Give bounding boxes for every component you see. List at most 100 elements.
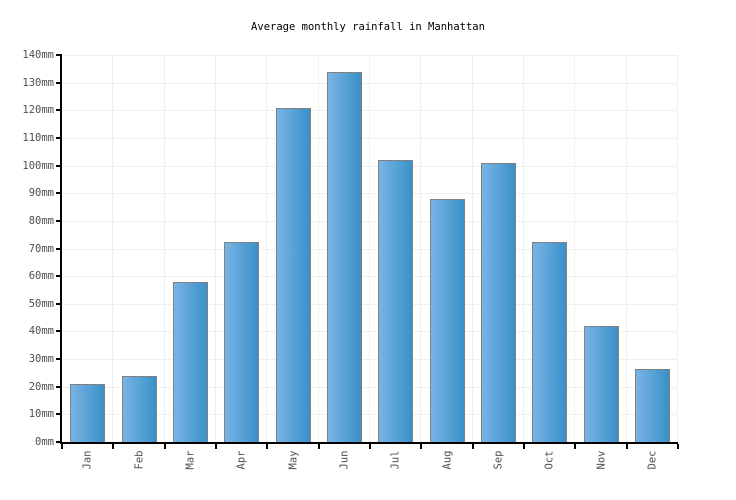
bar-oct	[532, 241, 568, 442]
y-axis-tick	[56, 275, 62, 278]
x-axis-label-text: Mar	[184, 450, 197, 470]
gridline-vertical	[574, 55, 576, 442]
y-axis-tick-label: 10mm	[28, 408, 54, 421]
y-axis-tick	[56, 302, 62, 305]
bar-feb	[121, 375, 157, 442]
gridline-vertical	[677, 55, 678, 442]
y-axis-tick	[56, 219, 62, 222]
y-axis-tick	[56, 385, 62, 388]
gridline-horizontal	[62, 331, 678, 333]
gridline-horizontal	[62, 359, 678, 361]
x-axis-tick	[112, 444, 115, 449]
y-axis-tick	[56, 136, 62, 139]
x-axis-label-text: Jan	[81, 450, 94, 470]
y-axis-tick-label: 120mm	[22, 104, 54, 117]
bar-aug	[429, 198, 465, 442]
x-axis-label-text: Jul	[389, 450, 402, 470]
gridline-vertical	[625, 55, 627, 442]
x-axis-label-dec: Dec	[632, 440, 672, 480]
x-axis-tick	[471, 444, 474, 449]
bar-apr	[224, 241, 260, 442]
x-axis-tick	[677, 444, 679, 449]
bar-may	[275, 107, 311, 442]
gridline-horizontal	[62, 165, 678, 167]
gridline-vertical	[163, 55, 165, 442]
y-axis-tick	[56, 358, 62, 361]
y-axis-tick	[56, 54, 62, 56]
bar-jul	[378, 160, 414, 442]
x-axis-tick	[420, 444, 423, 449]
gridline-horizontal	[62, 220, 678, 222]
y-axis-tick-label: 140mm	[22, 49, 54, 61]
gridline-horizontal	[62, 137, 678, 139]
x-axis-label-nov: Nov	[581, 440, 621, 480]
y-axis-tick	[56, 192, 62, 195]
bar-dec	[634, 368, 670, 442]
bar-sep	[480, 162, 516, 442]
y-axis-tick	[56, 109, 62, 112]
x-axis-label-oct: Oct	[530, 440, 570, 480]
y-axis-tick-label: 20mm	[28, 380, 54, 393]
x-axis-tick	[266, 444, 269, 449]
gridline-vertical	[215, 55, 216, 442]
x-axis-tick	[369, 444, 371, 449]
x-axis-tick	[523, 444, 525, 449]
y-axis-tick	[56, 441, 62, 443]
x-axis-label-may: May	[273, 440, 313, 480]
y-axis-tick	[56, 164, 62, 167]
x-axis-tick	[574, 444, 577, 449]
gridline-horizontal	[62, 276, 678, 278]
gridline-horizontal	[62, 110, 678, 112]
gridline-horizontal	[62, 386, 678, 388]
x-axis-label-jan: Jan	[68, 440, 108, 480]
gridline-vertical	[112, 55, 114, 442]
gridline-horizontal	[62, 193, 678, 195]
x-axis-tick	[61, 444, 63, 449]
x-axis-label-text: Feb	[133, 450, 145, 470]
gridline-horizontal	[62, 248, 678, 250]
y-axis-tick	[56, 330, 62, 333]
x-axis-label-aug: Aug	[427, 440, 467, 480]
y-axis-tick-label: 60mm	[28, 270, 54, 283]
x-axis-label-text: Aug	[441, 450, 453, 470]
x-axis-label-apr: Apr	[222, 440, 262, 480]
y-axis-tick-label: 90mm	[28, 187, 54, 200]
chart-title: Average monthly rainfall in Manhattan	[251, 21, 485, 33]
gridline-horizontal	[62, 55, 678, 56]
x-axis-label-text: Oct	[543, 450, 556, 470]
x-axis-label-text: Dec	[646, 450, 659, 470]
x-axis-tick	[163, 444, 166, 449]
gridline-vertical	[266, 55, 268, 442]
x-axis-label-jul: Jul	[376, 440, 416, 480]
y-axis-tick-label: 50mm	[28, 297, 54, 310]
bar-mar	[172, 281, 208, 442]
x-axis-label-sep: Sep	[478, 440, 518, 480]
y-axis-tick-label: 0mm	[35, 436, 54, 448]
x-axis-label-feb: Feb	[119, 440, 159, 480]
x-axis-label-text: Jun	[338, 450, 351, 470]
x-axis-tick	[317, 444, 320, 449]
x-axis-label-text: May	[287, 450, 299, 470]
x-axis-label-mar: Mar	[170, 440, 210, 480]
y-axis-tick	[56, 413, 62, 416]
gridline-vertical	[523, 55, 524, 442]
y-axis-tick-label: 110mm	[22, 131, 54, 144]
gridline-vertical	[471, 55, 473, 442]
x-axis-label-text: Sep	[492, 450, 505, 470]
gridline-vertical	[420, 55, 422, 442]
bar-jan	[70, 383, 106, 442]
plot-area	[60, 55, 678, 444]
gridline-horizontal	[62, 303, 678, 305]
y-axis-tick-label: 80mm	[28, 214, 54, 227]
y-axis-tick-label: 40mm	[28, 325, 54, 338]
y-axis-tick-label: 130mm	[22, 76, 54, 89]
y-axis-tick-label: 100mm	[22, 159, 54, 172]
bar-nov	[583, 325, 619, 442]
x-axis-tick	[215, 444, 217, 449]
y-axis-tick-label: 70mm	[28, 242, 54, 255]
gridline-vertical	[317, 55, 319, 442]
x-axis-label-jun: Jun	[324, 440, 364, 480]
x-axis-label-text: Nov	[595, 450, 607, 470]
x-axis-tick	[625, 444, 628, 449]
